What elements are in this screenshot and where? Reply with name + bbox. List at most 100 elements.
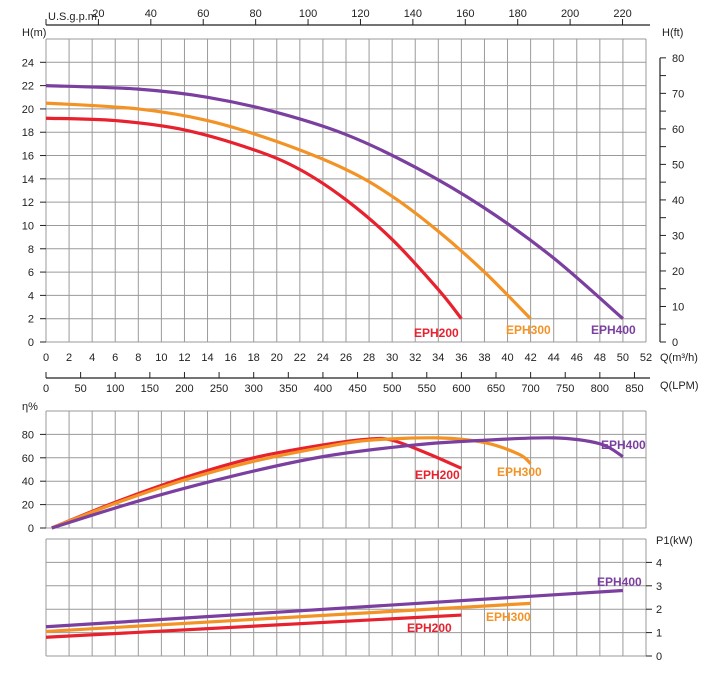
hft-tick-label: 40 [672,195,684,207]
lpm-tick-label: 250 [210,383,228,395]
x-tick-label: 52 [640,352,652,364]
x-tick-label: 2 [66,352,72,364]
usgpm-tick-label: 160 [456,8,474,20]
power-tick-label: 1 [656,628,662,640]
hft-tick-label: 0 [672,337,678,349]
power-tick-label: 3 [656,581,662,593]
usgpm-axis-label: U.S.g.p.m [48,11,97,23]
x-tick-label: 22 [294,352,306,364]
x-tick-label: 44 [548,352,560,364]
lpm-tick-label: 750 [556,383,574,395]
lpm-axis-label: Q(LPM) [660,380,699,392]
x-tick-label: 20 [271,352,283,364]
hft-tick-label: 70 [672,88,684,100]
series-label-eph300: EPH300 [506,323,551,337]
x-tick-label: 36 [455,352,467,364]
curve-eph200 [45,613,462,639]
usgpm-tick-label: 20 [92,8,104,20]
usgpm-tick-label: 60 [197,8,209,20]
x-tick-label: 16 [224,352,236,364]
x-tick-label: 12 [178,352,190,364]
series-label-eph300: EPH300 [486,610,531,624]
lpm-tick-label: 850 [625,383,643,395]
x-tick-label: 40 [501,352,513,364]
series-label-eph400: EPH400 [591,323,636,337]
y-tick-label: 20 [22,104,34,116]
usgpm-tick-label: 40 [145,8,157,20]
curve-eph400 [45,588,624,629]
lpm-tick-label: 550 [418,383,436,395]
x-tick-label: 34 [432,352,444,364]
lpm-tick-label: 700 [521,383,539,395]
usgpm-tick-label: 140 [404,8,422,20]
series-label-eph300: EPH300 [497,465,542,479]
usgpm-tick-label: 100 [299,8,317,20]
usgpm-tick-label: 220 [613,8,631,20]
x-tick-label: 28 [363,352,375,364]
series-label-eph400: EPH400 [601,438,646,452]
y-tick-label: 8 [28,244,34,256]
x-tick-label: 0 [43,352,49,364]
x-tick-label: 18 [248,352,260,364]
x-tick-label: 38 [478,352,490,364]
hft-tick-label: 60 [672,124,684,136]
y-tick-label: 60 [22,453,34,465]
series-label-eph200: EPH200 [415,468,460,482]
eta-axis-label: η% [22,401,38,413]
hft-tick-label: 80 [672,53,684,65]
y-tick-label: 12 [22,197,34,209]
lpm-tick-label: 400 [314,383,332,395]
y-tick-label: 6 [28,267,34,279]
x-tick-label: 4 [89,352,95,364]
curve-eph300 [45,101,532,320]
y-tick-label: 20 [22,500,34,512]
lpm-tick-label: 300 [245,383,263,395]
series-label-eph200: EPH200 [414,326,459,340]
series-label-eph400: EPH400 [597,575,642,589]
lpm-tick-label: 200 [175,383,193,395]
usgpm-tick-label: 80 [250,8,262,20]
curve-eph200 [45,116,463,320]
power-tick-label: 0 [656,651,662,663]
power-tick-label: 4 [656,557,662,569]
y-tick-label: 0 [28,523,34,535]
y-tick-label: 24 [22,57,34,69]
y-tick-label: 40 [22,476,34,488]
x-tick-label: 24 [317,352,329,364]
x-tick-label: 50 [617,352,629,364]
x-tick-label: 46 [571,352,583,364]
lpm-tick-label: 500 [383,383,401,395]
lpm-tick-label: 600 [452,383,470,395]
x-tick-label: 32 [409,352,421,364]
x-tick-label: 48 [594,352,606,364]
y-tick-label: 16 [22,151,34,163]
hft-tick-label: 50 [672,159,684,171]
lpm-tick-label: 800 [591,383,609,395]
hft-tick-label: 10 [672,301,684,313]
lpm-tick-label: 100 [106,383,124,395]
lpm-tick-label: 450 [348,383,366,395]
lpm-tick-label: 350 [279,383,297,395]
y-tick-label: 0 [28,337,34,349]
x-tick-label: 30 [386,352,398,364]
x-tick-label: 14 [201,352,213,364]
curve-eph300 [51,436,532,530]
hft-tick-label: 30 [672,230,684,242]
x-tick-label: 6 [112,352,118,364]
power-tick-label: 2 [656,604,662,616]
series-label-eph200: EPH200 [407,621,452,635]
y-tick-label: 2 [28,314,34,326]
x-tick-label: 10 [155,352,167,364]
usgpm-tick-label: 120 [351,8,369,20]
lpm-tick-label: 50 [74,383,86,395]
usgpm-tick-label: 200 [561,8,579,20]
y-tick-label: 22 [22,81,34,93]
curve-eph300 [45,601,531,634]
y-tick-label: 18 [22,127,34,139]
curve-eph200 [51,436,463,530]
y-axis-label: H(m) [22,27,46,39]
usgpm-tick-label: 180 [509,8,527,20]
curve-eph400 [45,84,624,320]
lpm-tick-label: 150 [141,383,159,395]
curve-eph400 [51,436,624,530]
